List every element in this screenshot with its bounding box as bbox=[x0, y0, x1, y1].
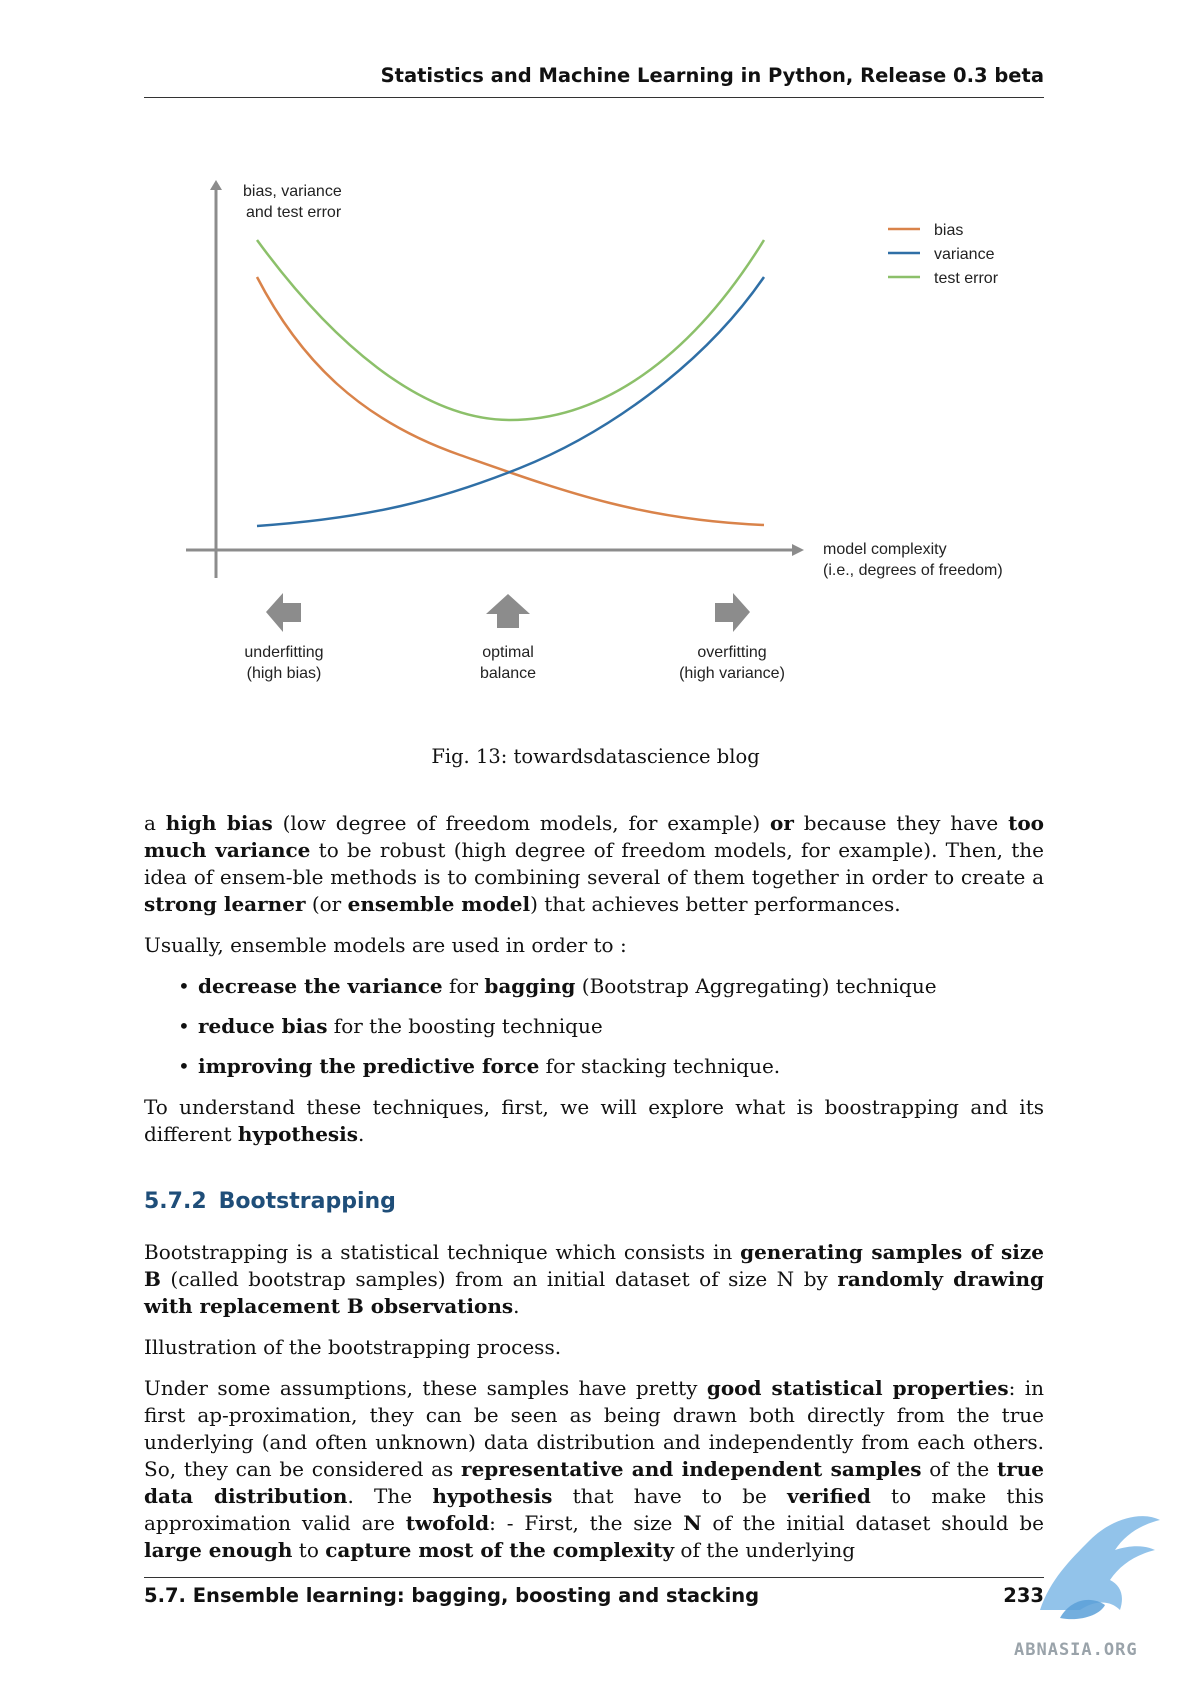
body-text: a high bias (low degree of freedom model… bbox=[144, 810, 1044, 1578]
bold-term: large enough bbox=[144, 1538, 293, 1562]
paragraph-techniques: To understand these techniques, first, w… bbox=[144, 1095, 1044, 1146]
ensemble-goals-list: • decrease the variance for bagging (Boot… bbox=[144, 973, 1044, 1080]
x-axis-label-line2: (i.e., degrees of freedom) bbox=[823, 562, 1003, 579]
variance-curve bbox=[256, 276, 766, 528]
y-axis-arrowhead bbox=[210, 180, 222, 190]
list-item: • improving the predictive force for stac… bbox=[178, 1054, 781, 1078]
region-sublabel-optimal: balance bbox=[480, 665, 536, 682]
section-heading: 5.7.2 Bootstrapping bbox=[144, 1188, 1044, 1215]
up-arrow-icon bbox=[486, 594, 530, 628]
bold-term: N bbox=[683, 1511, 702, 1535]
region-label-underfitting: underfitting bbox=[244, 644, 323, 661]
y-axis-label-line1: bias, variance bbox=[243, 183, 342, 200]
header-rule bbox=[144, 97, 1044, 98]
bold-term: too much variance bbox=[144, 811, 1044, 862]
bold-term: bagging bbox=[484, 974, 576, 998]
bias-variance-figure: bias, variance and test error model comp… bbox=[186, 180, 1003, 682]
section-title: Bootstrapping bbox=[218, 1189, 396, 1214]
paragraph-bootstrapping-definition: Bootstrapping is a statistical technique… bbox=[144, 1240, 1044, 1318]
page-number: 233 bbox=[1003, 1584, 1044, 1607]
bold-term: hypothesis bbox=[432, 1484, 553, 1508]
running-header: Statistics and Machine Learning in Pytho… bbox=[380, 64, 1044, 87]
bold-term: hypothesis bbox=[237, 1122, 359, 1146]
paragraph-ensemble-intro: a high bias (low degree of freedom model… bbox=[144, 811, 1044, 916]
section-number: 5.7.2 bbox=[144, 1189, 207, 1214]
bold-term: generating samples of size B bbox=[144, 1240, 1044, 1291]
figure-caption: Fig. 13: towardsdatascience blog bbox=[431, 745, 760, 768]
region-label-overfitting: overfitting bbox=[697, 644, 766, 661]
watermark-logo-icon bbox=[1040, 1516, 1160, 1620]
bold-term: randomly drawing with replacement B obse… bbox=[144, 1267, 1044, 1318]
region-label-optimal: optimal bbox=[482, 644, 534, 661]
x-axis-arrowhead bbox=[792, 544, 804, 556]
bias-curve bbox=[255, 276, 765, 527]
footer-section-title: 5.7. Ensemble learning: bagging, boostin… bbox=[144, 1584, 760, 1607]
test-error-curve bbox=[255, 239, 766, 422]
x-axis-label-line1: model complexity bbox=[823, 541, 947, 558]
bold-term: decrease the variance bbox=[198, 974, 443, 998]
bold-term: ensemble model bbox=[347, 892, 531, 916]
bold-term: good statistical properties bbox=[706, 1376, 1009, 1400]
y-axis-label-line2: and test error bbox=[246, 204, 342, 221]
list-item: • decrease the variance for bagging (Boot… bbox=[178, 974, 937, 998]
watermark-text: ABNASIA.ORG bbox=[1014, 1640, 1138, 1660]
footer-rule bbox=[144, 1577, 1044, 1578]
bold-term: strong learner bbox=[144, 892, 306, 916]
bold-term: capture most of the complexity bbox=[325, 1538, 675, 1562]
bold-term: twofold bbox=[405, 1511, 490, 1535]
bold-term: reduce bias bbox=[198, 1014, 328, 1038]
bold-term: true data distribution bbox=[144, 1457, 1044, 1508]
region-sublabel-underfitting: (high bias) bbox=[247, 665, 322, 682]
paragraph-usage: Usually, ensemble models are used in ord… bbox=[144, 933, 627, 957]
legend-label-test-error: test error bbox=[934, 270, 999, 287]
list-item: • reduce bias for the boosting technique bbox=[178, 1014, 603, 1038]
bold-term: representative and independent samples bbox=[461, 1457, 922, 1481]
bold-term: or bbox=[770, 811, 794, 835]
region-sublabel-overfitting: (high variance) bbox=[679, 665, 785, 682]
bold-term: improving the predictive force bbox=[198, 1054, 540, 1078]
right-arrow-icon bbox=[715, 593, 750, 632]
bullet-icon: • bbox=[178, 974, 190, 998]
bullet-icon: • bbox=[178, 1054, 190, 1078]
paragraph-illustration: Illustration of the bootstrapping proces… bbox=[144, 1335, 562, 1359]
bold-term: high bias bbox=[165, 811, 273, 835]
left-arrow-icon bbox=[266, 593, 301, 632]
bullet-icon: • bbox=[178, 1014, 190, 1038]
legend-label-bias: bias bbox=[934, 222, 963, 239]
bold-term: verified bbox=[787, 1484, 871, 1508]
legend-label-variance: variance bbox=[934, 246, 995, 263]
paragraph-assumptions: Under some assumptions, these samples ha… bbox=[144, 1376, 1045, 1562]
legend: bias variance test error bbox=[888, 222, 999, 287]
